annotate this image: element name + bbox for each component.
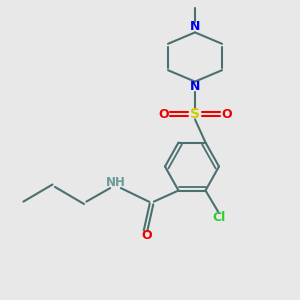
Text: O: O bbox=[158, 107, 169, 121]
Text: S: S bbox=[190, 107, 200, 121]
Text: N: N bbox=[190, 80, 200, 94]
Text: O: O bbox=[142, 229, 152, 242]
Text: N: N bbox=[190, 20, 200, 34]
Text: Cl: Cl bbox=[212, 211, 226, 224]
Text: O: O bbox=[221, 107, 232, 121]
Text: NH: NH bbox=[106, 176, 125, 190]
